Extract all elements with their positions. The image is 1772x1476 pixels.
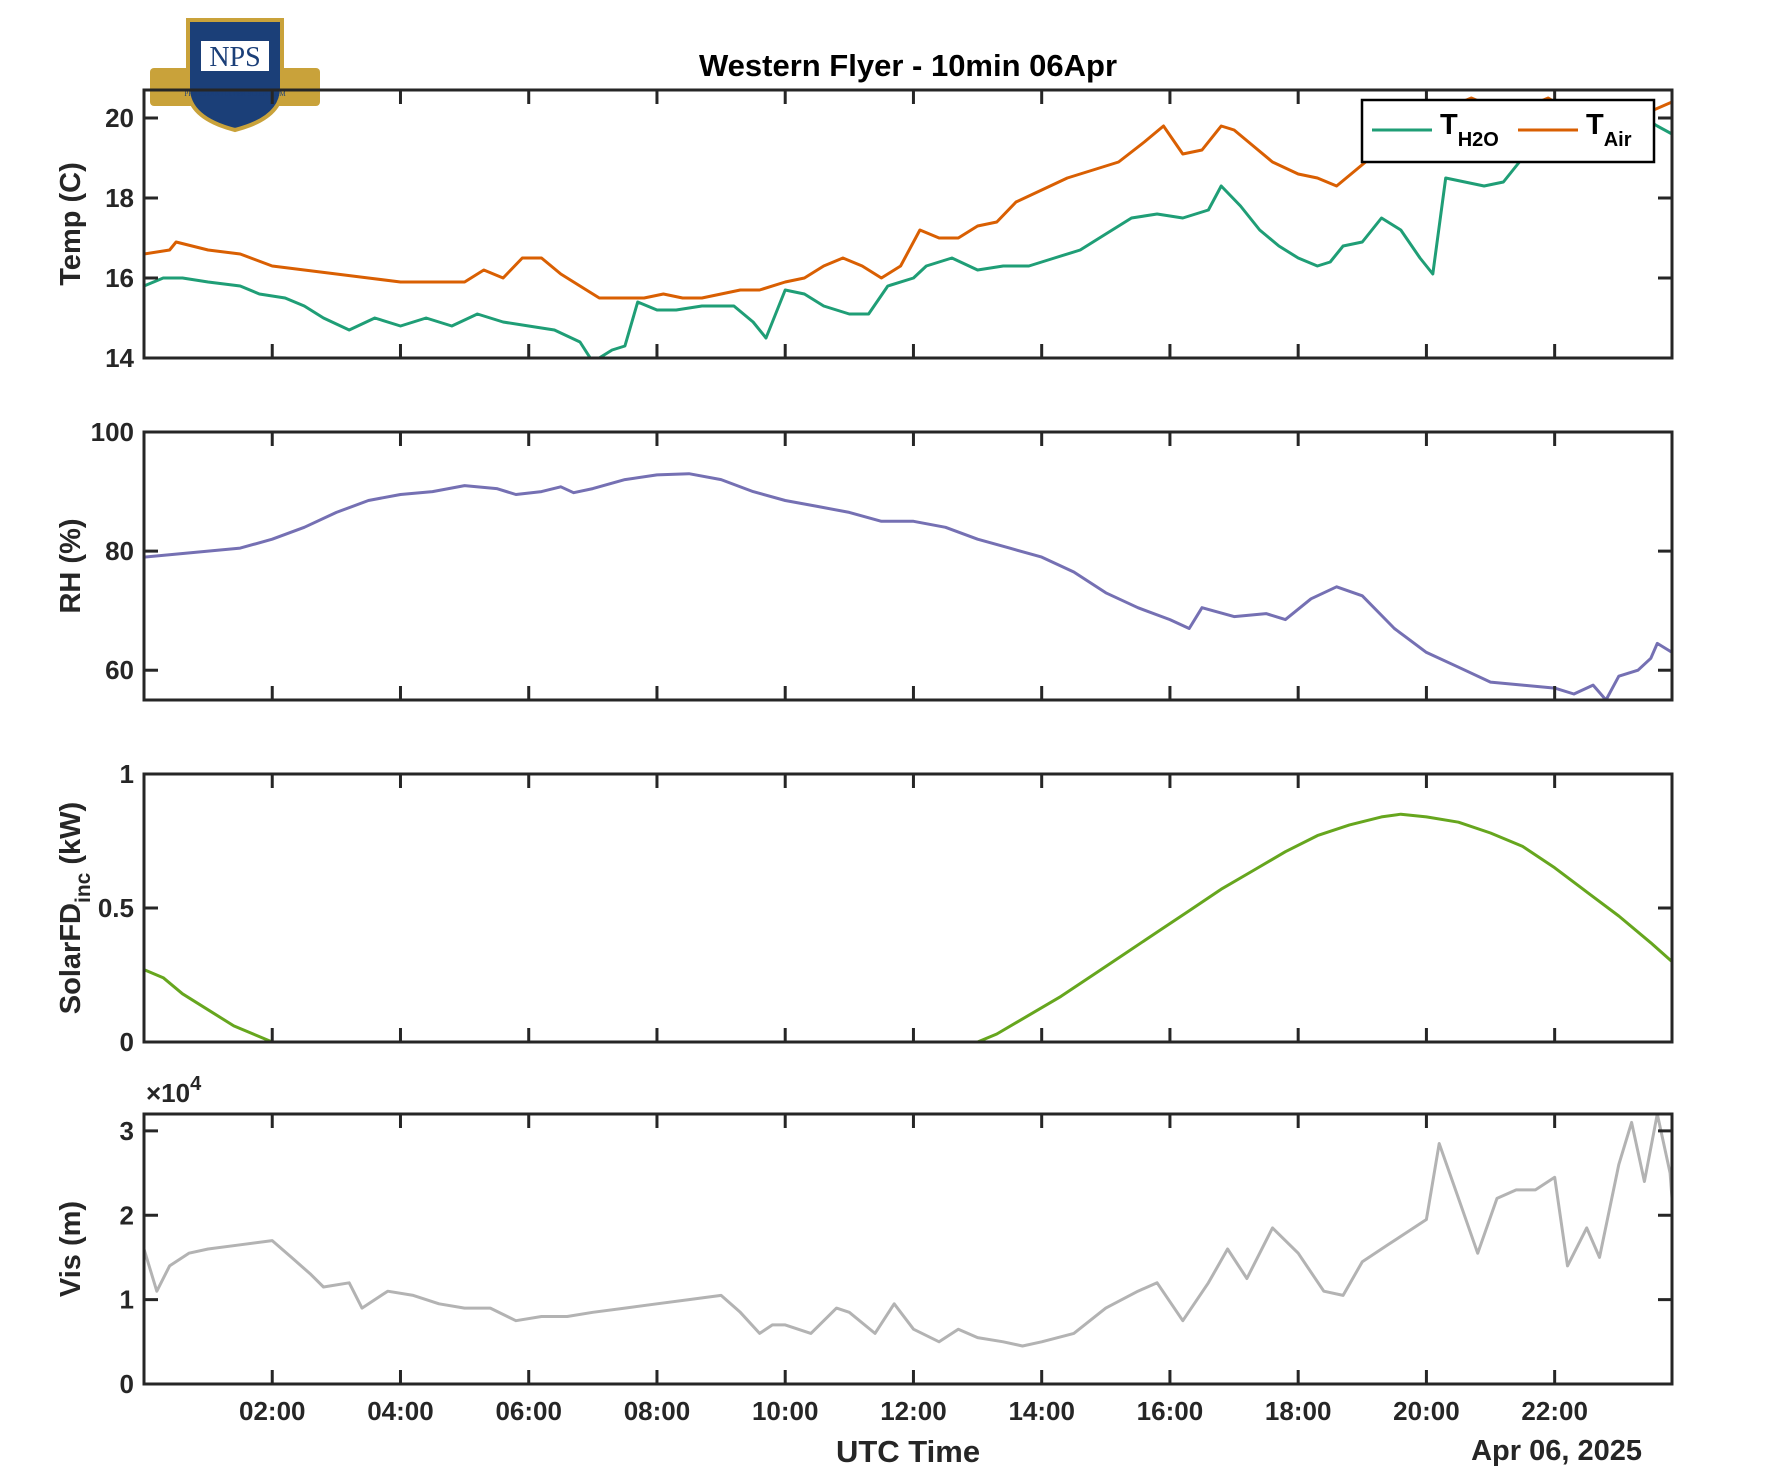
y-axis-label-rh: RH (%) [55, 518, 87, 613]
axes-box-rh [142, 430, 1674, 702]
y-tick-label: 0 [120, 1369, 134, 1399]
y-axis-label-temp: Temp (C) [55, 162, 87, 286]
x-tick-label: 22:00 [1521, 1396, 1588, 1426]
exponent-base: ×10 [146, 1078, 190, 1108]
y-exponent-label: ×104 [146, 1073, 202, 1108]
series-line-t_h2o [144, 112, 1672, 358]
y-tick-label: 1 [120, 1285, 134, 1315]
legend-entry: TAir [1586, 109, 1632, 151]
y-axis-label-vis: Vis (m) [55, 1201, 87, 1297]
legend-entry-main: T [1586, 109, 1604, 141]
chart-title: Western Flyer - 10min 06Apr [699, 48, 1117, 83]
logo-shield [186, 18, 284, 133]
x-tick-label: 08:00 [624, 1396, 691, 1426]
y-axis-label-unit: (kW) [55, 802, 87, 873]
date-label: Apr 06, 2025 [1471, 1435, 1642, 1467]
logo-text: NPS [209, 42, 260, 73]
y-tick-label: 80 [105, 536, 134, 566]
axes-box-solar [142, 772, 1674, 1044]
y-axis-label-sub: inc [72, 872, 95, 903]
y-tick-label: 60 [105, 655, 134, 685]
x-tick-label: 16:00 [1137, 1396, 1204, 1426]
panel-rh: 60 80 100 RH (%) [55, 417, 1674, 702]
series-line-vis [144, 1114, 1672, 1348]
y-tick-label: 1 [120, 759, 134, 789]
x-tick-label: 20:00 [1393, 1396, 1460, 1426]
x-tick-label: 02:00 [239, 1396, 306, 1426]
axes-box-temp [142, 88, 1674, 360]
x-tick-label: 12:00 [880, 1396, 947, 1426]
y-axis-label-solar: SolarFDinc (kW) [55, 802, 95, 1014]
y-tick-label: 100 [91, 417, 134, 447]
y-tick-label: 20 [105, 103, 134, 133]
y-axis-label-main: Vis (m) [55, 1201, 87, 1297]
x-tick-label: 04:00 [367, 1396, 434, 1426]
series-line-rh [144, 472, 1672, 700]
y-tick-label: 14 [105, 343, 134, 373]
x-tick-label: 06:00 [495, 1396, 562, 1426]
legend-entry-sub: H2O [1458, 129, 1499, 151]
y-tick-label: 3 [120, 1116, 134, 1146]
nps-seal-icon: NPS PRAESTANTIA PER SCIENTIAM [150, 18, 320, 133]
x-axis-label: UTC Time [836, 1434, 980, 1469]
legend-entry: TH2O [1440, 109, 1499, 151]
x-tick-label: 18:00 [1265, 1396, 1332, 1426]
panel-vis: 02:00 04:00 06:00 08:00 10:00 12:00 14:00 16:00… [55, 1073, 1674, 1426]
y-tick-label: 2 [120, 1200, 134, 1230]
logo-plate [199, 39, 271, 73]
y-tick-label: 0.5 [98, 893, 134, 923]
legend-entry-sub: Air [1604, 129, 1632, 151]
y-tick-label: 0 [120, 1027, 134, 1057]
y-axis-label-main: Temp (C) [55, 162, 87, 286]
y-axis-label-main: SolarFD [55, 903, 87, 1014]
x-tick-label: 14:00 [1008, 1396, 1075, 1426]
x-tick-label: 10:00 [752, 1396, 819, 1426]
axes-box-vis [142, 1112, 1674, 1386]
series-line-solar [144, 812, 1672, 1042]
panel-solar: 0 0.5 1 SolarFDinc (kW) [55, 759, 1674, 1057]
legend-entry-main: T [1440, 109, 1458, 141]
y-axis-label-main: RH (%) [55, 518, 87, 613]
exponent-power: 4 [190, 1073, 202, 1095]
legend: TH2O TAir [1360, 98, 1656, 164]
y-tick-label: 18 [105, 183, 134, 213]
y-tick-label: 16 [105, 263, 134, 293]
logo-motto: PRAESTANTIA PER SCIENTIAM [184, 90, 286, 98]
